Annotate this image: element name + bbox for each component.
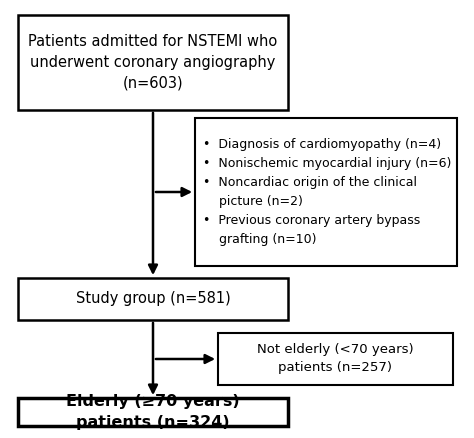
Bar xyxy=(18,278,288,320)
Text: Study group (n=581): Study group (n=581) xyxy=(76,292,230,307)
Bar xyxy=(18,15,288,110)
Text: Not elderly (<70 years)
patients (n=257): Not elderly (<70 years) patients (n=257) xyxy=(257,343,414,374)
Text: Patients admitted for NSTEMI who
underwent coronary angiography
(n=603): Patients admitted for NSTEMI who underwe… xyxy=(28,34,278,91)
Text: Elderly (≥70 years)
patients (n=324): Elderly (≥70 years) patients (n=324) xyxy=(66,394,240,430)
Text: •  Diagnosis of cardiomyopathy (n=4)
•  Nonischemic myocardial injury (n=6)
•  N: • Diagnosis of cardiomyopathy (n=4) • No… xyxy=(203,138,451,246)
Bar xyxy=(18,398,288,426)
Bar xyxy=(195,118,457,266)
Bar xyxy=(218,333,453,385)
